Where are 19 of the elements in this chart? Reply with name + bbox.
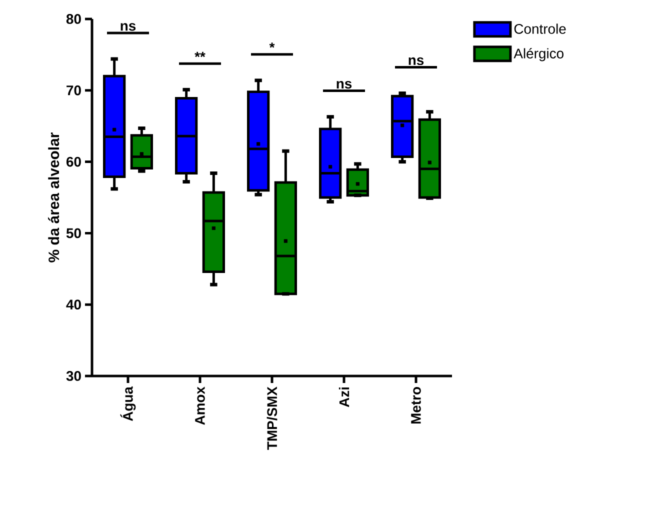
y-tick-label: 40 [66,300,81,310]
y-tick-label: 70 [66,85,81,96]
legend-label: Alérgico [514,48,564,62]
y-tick-label: 60 [66,156,81,167]
annotation: ns [336,80,352,89]
annotation: * [269,42,275,48]
y-tick-label: 50 [66,228,81,238]
annotation: ns [120,23,136,31]
annotation: ns [408,57,424,66]
x-tick-label: Amox [195,386,205,425]
y-tick-label: 80 [66,14,81,24]
legend-label: Controle [514,24,566,34]
x-tick-label: Metro [411,387,421,424]
y-axis-title: % da área alveolar [48,132,60,262]
x-tick-label: Azi [338,387,350,408]
x-tick-label: Água [120,386,136,422]
annotation: ** [194,52,206,58]
x-tick-label: TMP/SMX [266,386,278,450]
y-tick-label: 30 [66,371,81,381]
